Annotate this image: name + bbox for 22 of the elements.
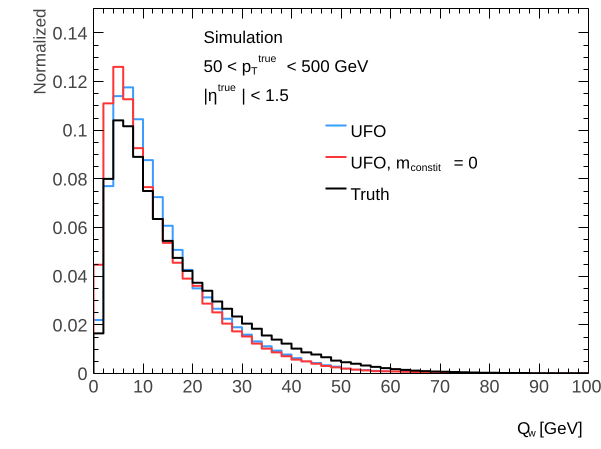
y-tick-label: 0.04 <box>52 266 88 287</box>
y-axis-title: Normalized <box>30 8 50 94</box>
x-tick-label: 70 <box>430 376 450 396</box>
y-tick-label: 0.1 <box>62 120 88 141</box>
y-tick-label: 0.06 <box>52 218 88 238</box>
y-tick-label: 0 <box>77 364 88 384</box>
y-tick-label: 0.14 <box>52 23 88 44</box>
x-tick-label: 20 <box>182 376 203 396</box>
y-tick-label: 0.08 <box>52 169 88 190</box>
legend-label: UFO <box>350 122 386 141</box>
x-tick-label: 60 <box>380 376 401 396</box>
y-tick-label: 0.12 <box>52 72 88 92</box>
x-tick-label: 100 <box>571 376 601 396</box>
x-tick-label: 90 <box>528 376 550 396</box>
annotation: Simulation <box>204 28 283 47</box>
x-tick-label: 10 <box>132 376 154 396</box>
x-tick-label: 40 <box>281 376 302 396</box>
x-tick-label: 30 <box>232 376 252 396</box>
y-tick-label: 0.02 <box>52 315 88 336</box>
x-tick-label: 80 <box>479 376 500 396</box>
legend-label: Truth <box>350 185 390 204</box>
x-tick-label: 50 <box>330 376 352 396</box>
